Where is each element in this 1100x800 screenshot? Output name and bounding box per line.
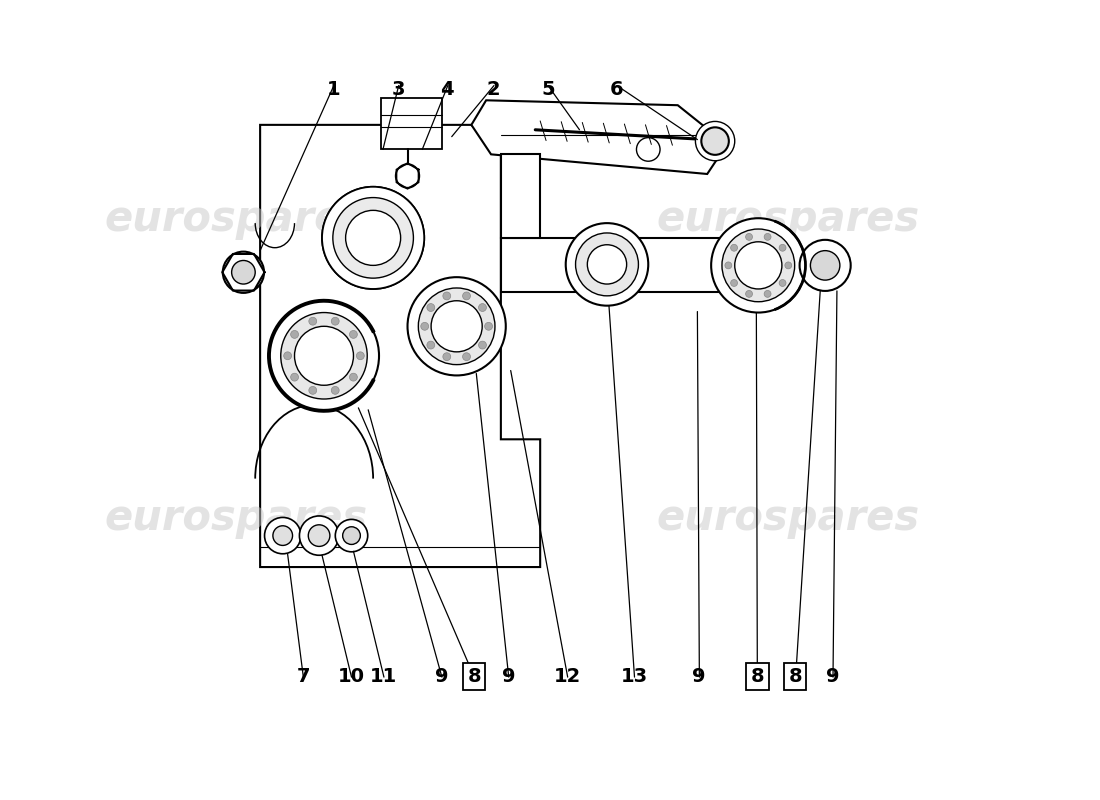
Circle shape: [764, 234, 771, 240]
Bar: [381, 98, 442, 150]
Circle shape: [308, 525, 330, 546]
Text: 10: 10: [338, 667, 364, 686]
Circle shape: [746, 290, 752, 298]
Text: 5: 5: [541, 80, 554, 99]
Circle shape: [811, 250, 840, 280]
Circle shape: [785, 262, 792, 269]
Circle shape: [333, 198, 414, 278]
Circle shape: [350, 330, 358, 338]
Text: 8: 8: [750, 667, 764, 686]
Text: 9: 9: [436, 667, 449, 686]
Circle shape: [730, 279, 737, 286]
Circle shape: [350, 374, 358, 381]
Circle shape: [309, 386, 317, 394]
Circle shape: [309, 318, 317, 325]
Polygon shape: [472, 100, 727, 174]
Circle shape: [463, 353, 471, 361]
Circle shape: [299, 516, 339, 555]
Circle shape: [712, 218, 805, 313]
Circle shape: [396, 164, 419, 188]
Circle shape: [779, 279, 786, 286]
Circle shape: [431, 301, 482, 352]
Text: 12: 12: [553, 667, 581, 686]
Circle shape: [418, 288, 495, 365]
Text: 9: 9: [692, 667, 706, 686]
Text: 2: 2: [487, 80, 500, 99]
Circle shape: [427, 304, 434, 311]
Circle shape: [485, 322, 493, 330]
Circle shape: [322, 186, 425, 289]
Circle shape: [702, 127, 729, 155]
Circle shape: [223, 252, 264, 293]
Circle shape: [348, 212, 398, 263]
Circle shape: [764, 290, 771, 298]
Circle shape: [421, 322, 429, 330]
Circle shape: [779, 244, 786, 251]
Circle shape: [722, 229, 794, 302]
Polygon shape: [260, 125, 540, 567]
Circle shape: [232, 261, 255, 284]
Text: eurospares: eurospares: [104, 198, 368, 240]
Circle shape: [264, 518, 301, 554]
Circle shape: [273, 526, 293, 546]
Text: 4: 4: [440, 80, 454, 99]
Circle shape: [356, 352, 364, 360]
Text: eurospares: eurospares: [657, 198, 920, 240]
Text: 13: 13: [620, 667, 648, 686]
Circle shape: [443, 353, 451, 361]
Circle shape: [331, 386, 339, 394]
Text: 3: 3: [392, 80, 406, 99]
Polygon shape: [500, 154, 540, 238]
Circle shape: [295, 326, 353, 386]
Circle shape: [333, 198, 412, 277]
Text: eurospares: eurospares: [104, 497, 368, 539]
Circle shape: [575, 233, 638, 296]
Polygon shape: [500, 238, 785, 292]
Circle shape: [565, 223, 648, 306]
Text: 9: 9: [826, 667, 840, 686]
Circle shape: [478, 341, 486, 349]
Text: 8: 8: [789, 667, 802, 686]
Circle shape: [730, 244, 737, 251]
Circle shape: [443, 292, 451, 300]
Circle shape: [725, 262, 732, 269]
Circle shape: [290, 330, 298, 338]
Circle shape: [637, 138, 660, 162]
Circle shape: [345, 210, 400, 266]
Circle shape: [407, 277, 506, 375]
Text: 11: 11: [370, 667, 397, 686]
Circle shape: [746, 234, 752, 240]
Text: 7: 7: [297, 667, 310, 686]
Circle shape: [463, 292, 471, 300]
Circle shape: [331, 318, 339, 325]
Text: 9: 9: [503, 667, 516, 686]
Circle shape: [336, 519, 367, 552]
Circle shape: [343, 526, 361, 545]
Circle shape: [290, 374, 298, 381]
Text: eurospares: eurospares: [657, 497, 920, 539]
Circle shape: [270, 301, 380, 411]
Circle shape: [427, 341, 434, 349]
Circle shape: [587, 245, 627, 284]
Circle shape: [695, 122, 735, 161]
Circle shape: [800, 240, 850, 291]
Circle shape: [478, 304, 486, 311]
Text: 6: 6: [610, 80, 624, 99]
Text: 8: 8: [468, 667, 481, 686]
Circle shape: [284, 352, 292, 360]
Text: 1: 1: [327, 80, 341, 99]
Circle shape: [280, 313, 367, 399]
Circle shape: [322, 186, 425, 289]
Circle shape: [735, 242, 782, 289]
